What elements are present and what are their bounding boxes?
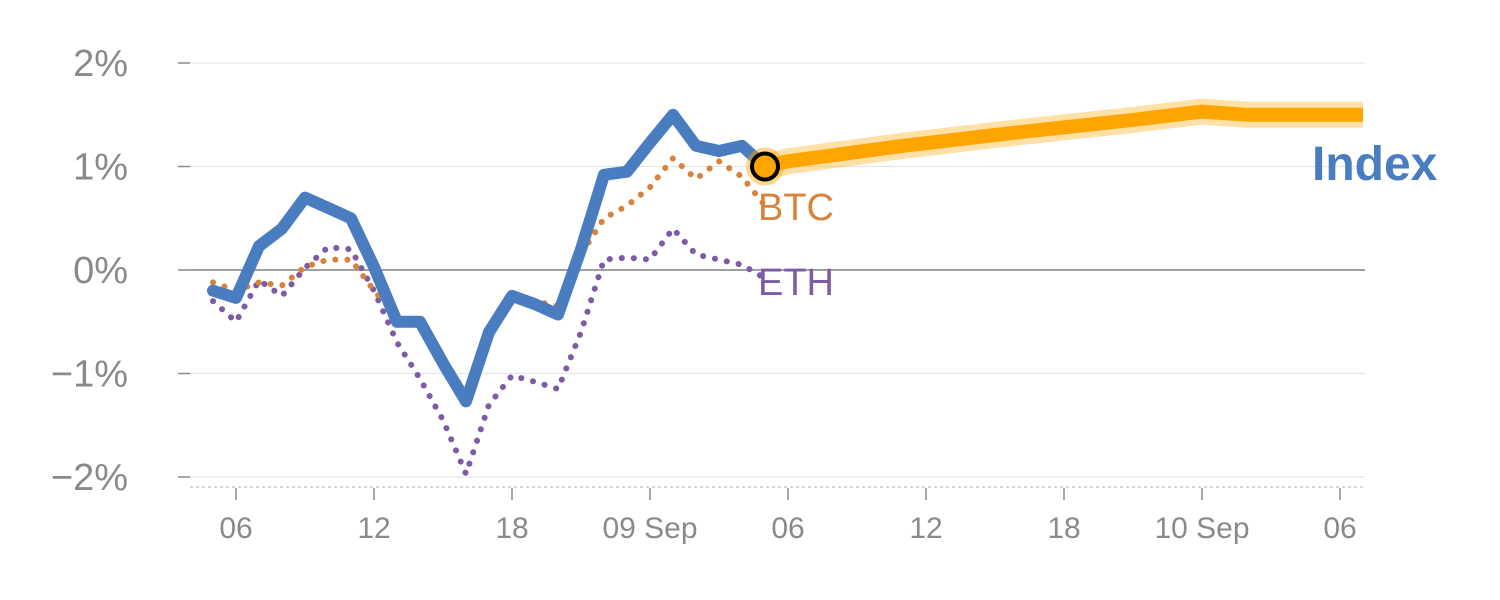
btc-series-label: BTC: [758, 187, 834, 229]
x-tick-label: 10 Sep: [1154, 512, 1249, 545]
series-layer: [207, 108, 771, 477]
x-tick-label: 18: [1047, 512, 1080, 545]
x-tick-label: 09 Sep: [602, 512, 697, 545]
series-line-index: [207, 108, 771, 408]
y-tick-label: −2%: [51, 457, 128, 499]
x-tick-label: 06: [771, 512, 804, 545]
label-layer: Index BTC ETH: [758, 138, 1438, 304]
series-line-eth: [210, 225, 768, 477]
y-tick-label: 0%: [73, 250, 128, 292]
axis-layer: 2% 1% 0% −1% −2% 06 12 18 09 Sep 06 12 18 10 Sep 06: [51, 43, 1357, 545]
marker-layer: [746, 147, 784, 186]
y-tick-label: −1%: [51, 354, 128, 396]
x-tick-label: 18: [495, 512, 528, 545]
index-series-label: Index: [1312, 138, 1438, 191]
y-tick-label: 2%: [73, 43, 128, 85]
x-tick-label: 12: [909, 512, 942, 545]
x-tick-label: 06: [1323, 512, 1356, 545]
forecast-layer: [762, 98, 1363, 180]
x-tick-label: 12: [357, 512, 390, 545]
current-value-marker: [750, 151, 780, 182]
x-tick-label: 06: [219, 512, 252, 545]
series-line-btc: [210, 155, 768, 398]
y-tick-label: 1%: [73, 147, 128, 189]
forecast-line: [763, 104, 1363, 174]
eth-series-label: ETH: [758, 262, 834, 304]
